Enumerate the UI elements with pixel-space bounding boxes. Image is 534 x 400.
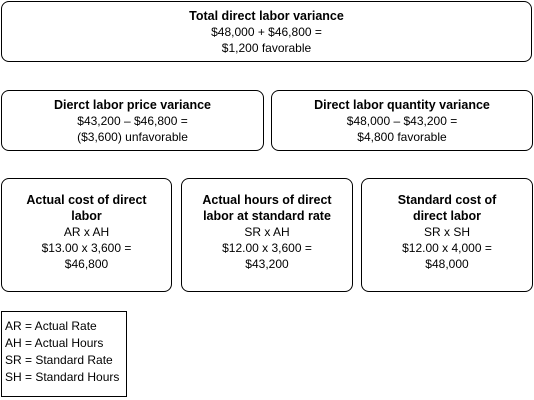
actual-cost-title-line-1: Actual cost of direct — [26, 193, 147, 207]
actual-cost-box: Actual cost of direct labor AR x AH $13.… — [1, 178, 172, 292]
legend-item-ah: AH = Actual Hours — [5, 336, 104, 350]
price-variance-result: ($3,600) unfavorable — [77, 129, 188, 144]
standard-cost-title-line-2: direct labor — [412, 209, 482, 223]
actual-hours-title-line-2: labor at standard rate — [203, 209, 331, 223]
total-variance-box: Total direct labor variance $48,000 + $4… — [1, 1, 532, 62]
price-variance-title: Dierct labor price variance — [53, 97, 212, 112]
standard-cost-result: $48,000 — [425, 257, 469, 271]
abbreviation-legend: AR = Actual Rate AH = Actual Hours SR = … — [1, 311, 127, 397]
actual-hours-standard-rate-box: Actual hours of direct labor at standard… — [181, 178, 353, 292]
standard-cost-calculation: $12.00 x 4,000 = — [402, 241, 492, 255]
legend-item-sh: SH = Standard Hours — [5, 370, 120, 384]
actual-cost-formula: AR x AH — [63, 225, 110, 239]
total-variance-calculation: $48,000 + $46,800 = — [211, 24, 322, 39]
quantity-variance-result: $4,800 favorable — [357, 129, 447, 144]
legend-item-sr: SR = Standard Rate — [5, 353, 113, 367]
actual-cost-result: $46,800 — [64, 257, 109, 271]
actual-hours-result: $43,200 — [245, 257, 289, 271]
quantity-variance-title: Direct labor quantity variance — [314, 97, 490, 112]
total-variance-title: Total direct labor variance — [189, 8, 344, 23]
price-variance-calculation: $43,200 – $46,800 = — [77, 113, 188, 128]
total-variance-result: $1,200 favorable — [221, 40, 312, 55]
standard-cost-title-line-1: Standard cost of — [397, 193, 497, 207]
quantity-variance-box: Direct labor quantity variance $48,000 –… — [271, 90, 533, 151]
actual-hours-calculation: $12.00 x 3,600 = — [222, 241, 312, 255]
actual-cost-calculation: $13.00 x 3,600 = — [41, 241, 132, 255]
quantity-variance-calculation: $48,000 – $43,200 = — [346, 113, 458, 128]
standard-cost-box: Standard cost of direct labor SR x SH $1… — [361, 178, 533, 292]
actual-hours-formula: SR x AH — [244, 225, 290, 239]
actual-cost-title-line-2: labor — [71, 209, 102, 223]
legend-item-ar: AR = Actual Rate — [5, 319, 97, 333]
standard-cost-formula: SR x SH — [423, 225, 470, 239]
actual-hours-title-line-1: Actual hours of direct — [202, 193, 332, 207]
price-variance-box: Dierct labor price variance $43,200 – $4… — [1, 90, 264, 151]
